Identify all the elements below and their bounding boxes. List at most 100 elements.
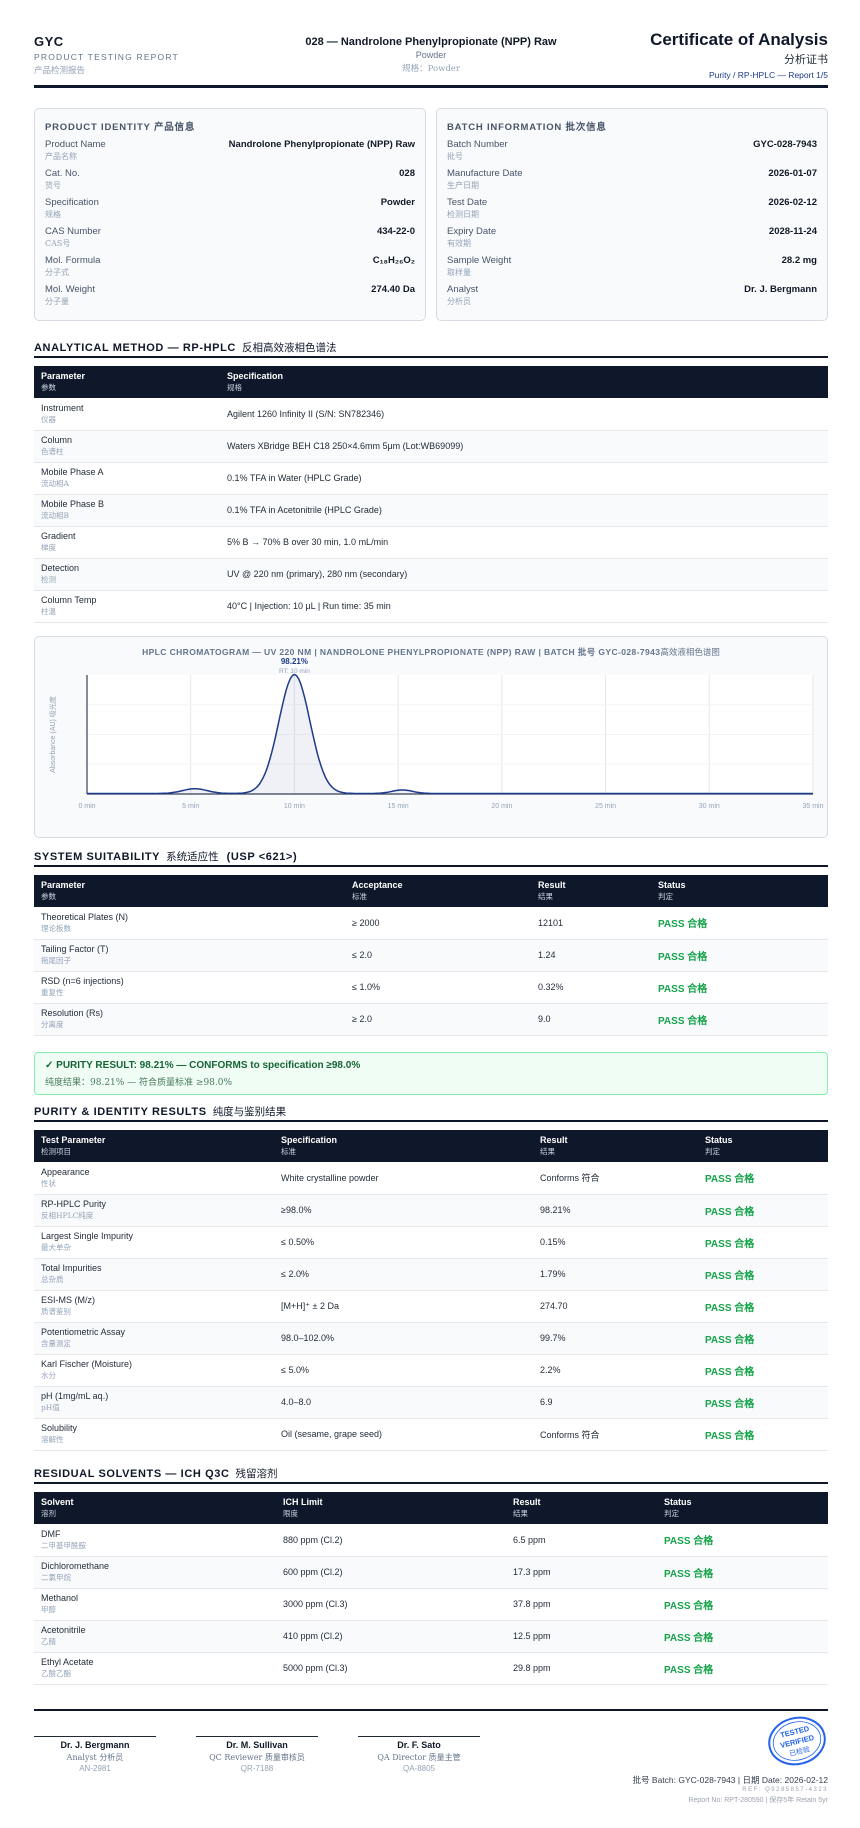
info-value: C₁₈H₂₆O₂ (372, 255, 415, 266)
peak-rt-label: RT: 10 min (279, 668, 310, 675)
table-row: RP-HPLC Purity 反相HPLC纯度 ≥98.0% 98.21% PASS 合… (34, 1194, 828, 1227)
solvent-cell: Ethyl Acetate 乙酸乙酯 (34, 1652, 276, 1685)
test-parameter-cell-text: Solubility (41, 1423, 78, 1433)
specification-cell: 98.0–102.0% (274, 1322, 533, 1355)
table-row: Potentiometric Assay 含量测定 98.0–102.0% 99.7%… (34, 1322, 828, 1355)
test-parameter-cell: Potentiometric Assay 含量测定 (34, 1322, 274, 1355)
product-title: 028 — Nandrolone Phenylpropionate (NPP) … (305, 36, 557, 48)
batch-row: Manufacture Date 生产日期 2026-01-07 (447, 168, 817, 197)
batch-row: Analyst 分析员 Dr. J. Bergmann (447, 284, 817, 313)
result-cell: 37.8 ppm (506, 1588, 657, 1621)
info-value: 2026-01-07 (768, 168, 817, 179)
parameter-cell-text: Gradient (41, 531, 76, 541)
product-identity-panel: PRODUCT IDENTITY 产品信息 Product Name 产品名称 Na… (34, 108, 426, 321)
x-tick-label: 15 min (388, 803, 409, 810)
specification-cell-text: ≥98.0% (281, 1205, 312, 1215)
status-cell: PASS 合格 (651, 939, 828, 972)
system-suitability-table: Parameter 参数 Acceptance 标准 Result 结果 Status… (34, 875, 828, 1036)
status-cell-text: PASS 合格 (664, 1536, 714, 1548)
result-cell: 98.21% (533, 1194, 698, 1227)
test-parameter-cell-text: Potentiometric Assay (41, 1327, 126, 1337)
result-cell: Conforms 符合 (533, 1162, 698, 1195)
footer-report-line: Report No: RPT-280590 | 保存5年 Retain 5yr (688, 1797, 828, 1804)
table-row: Mobile Phase A 流动相A 0.1% TFA in Water (HPL… (34, 462, 828, 495)
parameter-cell-text: Mobile Phase A (41, 467, 104, 477)
parameter-cell-text: Resolution (Rs) (41, 1008, 104, 1018)
info-label-cn: 产品名称 (45, 152, 77, 161)
parameter-cell: Resolution (Rs) 分离度 (34, 1003, 345, 1036)
info-label: Expiry Date (447, 226, 497, 237)
signatory-role: QC Reviewer 质量审核员 (209, 1753, 305, 1762)
status-cell: PASS 合格 (698, 1290, 828, 1323)
result-cell: 1.79% (533, 1258, 698, 1291)
table-row: Instrument 仪器 Agilent 1260 Infinity II (S/… (34, 398, 828, 431)
status-cell: PASS 合格 (651, 971, 828, 1004)
test-parameter-cell-text-cn: 含量测定 (41, 1339, 71, 1348)
ich-limit-cell: 3000 ppm (Cl.3) (276, 1588, 506, 1621)
acceptance-cell-text: ≤ 2.0 (352, 950, 372, 960)
parameter-cell: Detection 检测 (34, 558, 220, 591)
info-label-cn: 取样量 (447, 268, 471, 277)
section-title-suffix: (USP <621>) (226, 851, 298, 863)
info-value: Dr. J. Bergmann (744, 284, 817, 295)
purity-result-text: ✓ PURITY RESULT: 98.21% — CONFORMS to sp… (45, 1060, 361, 1071)
test-parameter-cell: Total Impurities 总杂质 (34, 1258, 274, 1291)
test-parameter-cell: Karl Fischer (Moisture) 水分 (34, 1354, 274, 1387)
solvent-cell-text-cn: 乙酸乙酯 (41, 1669, 71, 1678)
status-cell: PASS 合格 (698, 1386, 828, 1419)
parameter-cell: Tailing Factor (T) 拖尾因子 (34, 939, 345, 972)
specification-cell-text: 0.1% TFA in Water (HPLC Grade) (227, 473, 362, 483)
purity-result-text-cn: 纯度结果：98.21% — 符合质量标准 ≥98.0% (45, 1078, 233, 1088)
specification-cell-text: 4.0–8.0 (281, 1397, 312, 1407)
test-parameter-cell-text: Karl Fischer (Moisture) (41, 1359, 133, 1369)
specification-cell-text: UV @ 220 nm (primary), 280 nm (secondary… (227, 569, 408, 579)
brand-block: GYC PRODUCT TESTING REPORT 产品检测报告 (34, 34, 179, 76)
parameter-cell: Mobile Phase A 流动相A (34, 462, 220, 495)
parameter-cell-text-cn: 理论板数 (41, 923, 71, 933)
status-cell: PASS 合格 (698, 1162, 828, 1195)
specification-cell-text: [M+H]⁺ ± 2 Da (281, 1300, 339, 1311)
specification-cell-text: 0.1% TFA in Acetonitrile (HPLC Grade) (227, 505, 382, 515)
acceptance-cell: ≥ 2.0 (345, 1003, 531, 1036)
certificate-title-cn: 分析证书 (784, 53, 828, 66)
product-form-cn: 规格：Powder (402, 64, 460, 74)
info-label: Cat. No. (45, 168, 80, 179)
result-cell-text: 274.70 (540, 1301, 568, 1311)
column-header: Result 结果 (540, 1135, 568, 1156)
section-title-cn: 残留溶剂 (235, 1468, 278, 1480)
test-parameter-cell-text: ESI-MS (M/z) (41, 1295, 95, 1305)
info-label-cn: 分子式 (45, 268, 69, 277)
result-cell-text: 99.7% (540, 1333, 566, 1343)
table-header-row: Parameter 参数 Specification 规格 (34, 366, 828, 398)
result-cell: 6.9 (533, 1386, 698, 1419)
parameter-cell: Column 色谱柱 (34, 430, 220, 463)
test-parameter-cell-text-cn: 反相HPLC纯度 (41, 1211, 94, 1220)
verified-stamp: TESTED VERIFIED 已检验 (768, 1716, 826, 1766)
status-cell: PASS 合格 (651, 907, 828, 940)
result-cell-text: 1.24 (538, 950, 556, 960)
signatory-role: Analyst 分析员 (66, 1753, 124, 1762)
table-row: Solubility 溶解性 Oil (sesame, grape seed) Con… (34, 1418, 828, 1451)
info-label-cn: 规格 (45, 210, 61, 219)
info-label: Manufacture Date (447, 168, 523, 179)
x-tick-label: 10 min (284, 803, 305, 810)
specification-cell: ≤ 5.0% (274, 1354, 533, 1387)
section-title-cn: 反相高效液相色谱法 (241, 342, 337, 354)
specification-cell: ≤ 0.50% (274, 1226, 533, 1259)
specification-cell-text: ≤ 5.0% (281, 1365, 309, 1375)
status-cell: PASS 合格 (657, 1556, 828, 1589)
status-cell-text: PASS 合格 (664, 1664, 714, 1676)
result-cell: 0.32% (531, 971, 651, 1004)
certificate-heading: Certificate of Analysis 分析证书 Purity / RP… (650, 30, 828, 80)
hplc-chromatogram: HPLC CHROMATOGRAM — UV 220 NM | NANDROLO… (34, 636, 828, 838)
section-title-en: ANALYTICAL METHOD — RP-HPLC (34, 342, 236, 354)
signatory-id: AN-2981 (79, 1764, 111, 1773)
result-cell: 1.24 (531, 939, 651, 972)
solvent-cell-text-cn: 二氯甲烷 (41, 1573, 71, 1582)
test-parameter-cell: Largest Single Impurity 最大单杂 (34, 1226, 274, 1259)
column-header: ICH Limit 限度 (283, 1497, 323, 1518)
specification-cell: UV @ 220 nm (primary), 280 nm (secondary… (220, 558, 828, 591)
ich-limit-cell: 600 ppm (Cl.2) (276, 1556, 506, 1589)
table-row: Mobile Phase B 流动相B 0.1% TFA in Acetonitri… (34, 494, 828, 527)
status-cell: PASS 合格 (657, 1620, 828, 1653)
